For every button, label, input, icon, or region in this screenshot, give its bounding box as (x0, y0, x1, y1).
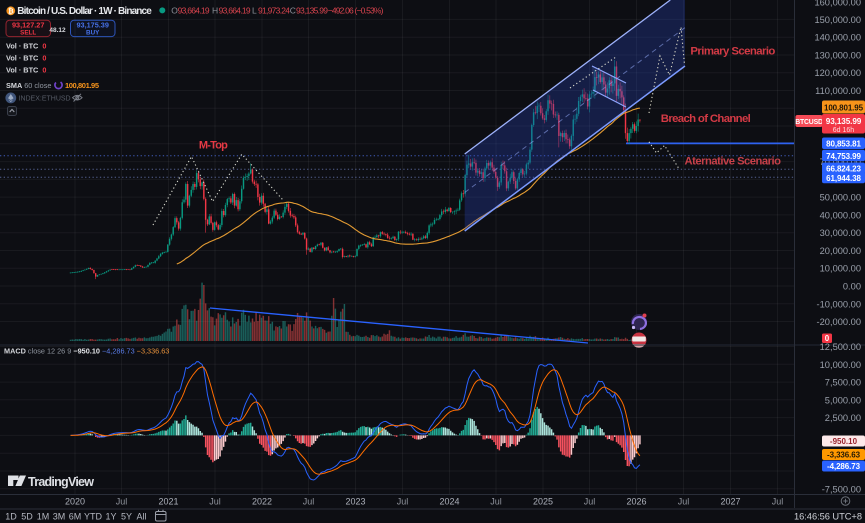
svg-text:MACD close 12 26 9 −950.10 −4,: MACD close 12 26 9 −950.10 −4,286.73 −3,… (4, 347, 169, 356)
svg-text:₿: ₿ (8, 7, 14, 15)
svg-text:61,944.38: 61,944.38 (826, 174, 861, 183)
svg-text:Jul: Jul (678, 497, 690, 507)
svg-text:2024: 2024 (439, 497, 459, 507)
svg-text:1Y: 1Y (105, 512, 116, 522)
svg-text:2020: 2020 (65, 497, 85, 507)
svg-text:91,973.24: 91,973.24 (258, 6, 290, 16)
svg-text:100,801.95: 100,801.95 (65, 81, 99, 90)
svg-text:130,000.00: 130,000.00 (814, 51, 861, 61)
svg-text:100,801.95: 100,801.95 (824, 104, 864, 113)
svg-text:YTD: YTD (84, 512, 103, 522)
svg-text:0: 0 (825, 334, 830, 343)
svg-text:Jul: Jul (209, 497, 221, 507)
svg-text:1M: 1M (37, 512, 50, 522)
svg-text:SMA 60 close: SMA 60 close (6, 81, 51, 90)
svg-text:7,500.00: 7,500.00 (825, 378, 861, 388)
svg-text:2023: 2023 (345, 497, 365, 507)
svg-text:Vol · BTC 0: Vol · BTC 0 (6, 42, 46, 51)
svg-text:Jul: Jul (772, 497, 784, 507)
svg-text:Jul: Jul (397, 497, 409, 507)
svg-text:TradingView: TradingView (28, 475, 94, 489)
svg-text:2022: 2022 (252, 497, 272, 507)
svg-text:M-Top: M-Top (199, 139, 228, 151)
svg-text:140,000.00: 140,000.00 (814, 33, 861, 43)
svg-text:74,753.99: 74,753.99 (826, 152, 861, 161)
svg-text:66,824.23: 66,824.23 (826, 165, 861, 174)
svg-text:SELL: SELL (20, 30, 36, 37)
svg-text:10,000.00: 10,000.00 (820, 360, 861, 370)
svg-text:93,135.99: 93,135.99 (296, 6, 328, 16)
svg-text:INDEX:ETHUSD: INDEX:ETHUSD (19, 95, 71, 102)
svg-text:93,175.39: 93,175.39 (76, 21, 108, 30)
svg-text:L: L (252, 6, 257, 16)
svg-text:10,000.00: 10,000.00 (820, 264, 861, 274)
svg-text:2025: 2025 (533, 497, 553, 507)
svg-text:Aternative Scenario: Aternative Scenario (685, 156, 782, 168)
svg-text:93,135.99: 93,135.99 (826, 117, 862, 126)
svg-text:Primary Scenario: Primary Scenario (690, 46, 775, 58)
svg-text:70,000.00: 70,000.00 (820, 157, 861, 167)
svg-text:Jul: Jul (584, 497, 596, 507)
svg-text:2021: 2021 (158, 497, 178, 507)
svg-text:−492.06 (−0.53%): −492.06 (−0.53%) (328, 6, 384, 16)
svg-text:6M: 6M (69, 512, 82, 522)
svg-text:BUY: BUY (86, 30, 100, 37)
svg-text:H: H (212, 6, 218, 16)
svg-text:-20,000.00: -20,000.00 (817, 317, 861, 327)
svg-text:1D: 1D (5, 512, 17, 522)
svg-text:5,000.00: 5,000.00 (825, 395, 861, 405)
svg-text:150,000.00: 150,000.00 (814, 15, 861, 25)
svg-text:All: All (136, 512, 146, 522)
svg-text:5D: 5D (21, 512, 33, 522)
svg-text:Jul: Jul (116, 497, 128, 507)
svg-text:12,500.00: 12,500.00 (820, 342, 861, 352)
svg-text:93,664.19: 93,664.19 (178, 6, 210, 16)
svg-text:5Y: 5Y (121, 512, 132, 522)
svg-text:16:46:56 UTC+8: 16:46:56 UTC+8 (794, 512, 862, 522)
svg-text:-950.10: -950.10 (830, 437, 858, 446)
svg-text:6d 16h: 6d 16h (833, 127, 855, 134)
svg-text:-3,336.63: -3,336.63 (827, 451, 861, 460)
svg-text:3M: 3M (53, 512, 66, 522)
svg-text:110,000.00: 110,000.00 (815, 86, 861, 96)
svg-text:Breach of Channel: Breach of Channel (661, 113, 751, 125)
svg-text:Vol · BTC 0: Vol · BTC 0 (6, 66, 46, 75)
svg-text:Jul: Jul (303, 497, 315, 507)
svg-text:120,000.00: 120,000.00 (814, 68, 861, 78)
svg-text:48.12: 48.12 (49, 27, 66, 34)
svg-text:O: O (171, 6, 178, 16)
svg-text:2027: 2027 (720, 497, 740, 507)
svg-text:30,000.00: 30,000.00 (820, 228, 861, 238)
svg-text:93,127.27: 93,127.27 (12, 21, 44, 30)
svg-text:Vol · BTC 0: Vol · BTC 0 (6, 54, 46, 63)
svg-text:0.00: 0.00 (843, 282, 861, 292)
svg-text:80,853.81: 80,853.81 (826, 140, 861, 149)
svg-text:-7,500.00: -7,500.00 (822, 484, 861, 494)
svg-text:20,000.00: 20,000.00 (820, 246, 861, 256)
svg-text:50,000.00: 50,000.00 (820, 193, 861, 203)
svg-text:2,500.00: 2,500.00 (825, 413, 861, 423)
svg-text:-4,286.73: -4,286.73 (827, 462, 861, 471)
svg-text:BTCUSD: BTCUSD (795, 119, 823, 126)
svg-text:-10,000.00: -10,000.00 (817, 299, 861, 309)
svg-text:C: C (290, 6, 296, 16)
svg-text:2026: 2026 (626, 497, 646, 507)
svg-text:93,664.19: 93,664.19 (219, 6, 251, 16)
svg-text:Bitcoin / U.S. Dollar · 1W · B: Bitcoin / U.S. Dollar · 1W · Binance (17, 6, 152, 17)
svg-text:Jul: Jul (490, 497, 502, 507)
svg-text:40,000.00: 40,000.00 (820, 210, 861, 220)
svg-text:160,000.00: 160,000.00 (814, 0, 861, 8)
